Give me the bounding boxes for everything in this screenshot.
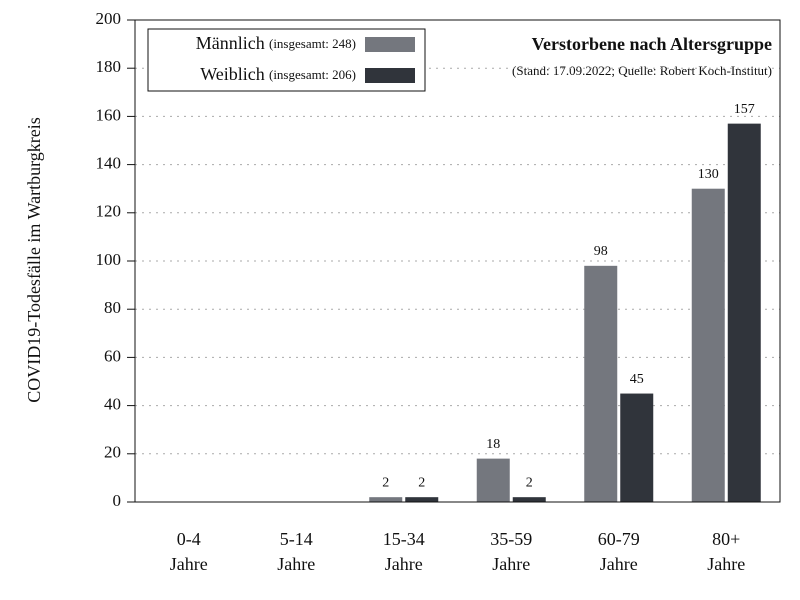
y-tick-label: 120 (96, 202, 122, 221)
legend-swatch (365, 68, 415, 83)
x-tick-label: Jahre (277, 554, 315, 574)
value-label: 2 (382, 475, 389, 490)
legend-swatch (365, 37, 415, 52)
legend-name: Weiblich (200, 64, 265, 84)
y-tick-label: 100 (96, 250, 122, 269)
y-tick-label: 200 (96, 9, 122, 28)
legend-total: (insgesamt: 206) (269, 67, 356, 82)
value-label: 2 (526, 475, 533, 490)
value-label: 18 (486, 437, 500, 452)
bar (476, 458, 510, 502)
bar (369, 497, 403, 502)
legend-name: Männlich (196, 33, 265, 53)
y-tick-label: 160 (96, 105, 122, 124)
legend-total: (insgesamt: 248) (269, 36, 356, 51)
bar (512, 497, 546, 502)
chart-subtitle: (Stand: 17.09.2022; Quelle: Robert Koch-… (512, 63, 772, 78)
legend-label: Weiblich (insgesamt: 206) (200, 64, 356, 84)
plot-frame (134, 19, 781, 503)
x-tick-label: 15-34 (383, 529, 425, 549)
bar (727, 123, 761, 502)
y-tick-label: 180 (96, 57, 122, 76)
legend-label: Männlich (insgesamt: 248) (196, 33, 356, 53)
bar (584, 265, 618, 502)
y-tick-label: 80 (104, 298, 121, 317)
y-tick-label: 0 (113, 491, 122, 510)
x-tick-label: Jahre (707, 554, 745, 574)
y-axis-label: COVID19-Todesfälle im Wartburgkreis (24, 117, 44, 403)
bar (620, 393, 654, 502)
x-tick-label: 5-14 (280, 529, 313, 549)
y-tick-label: 40 (104, 395, 121, 414)
x-tick-label: 35-59 (490, 529, 532, 549)
y-tick-label: 20 (104, 443, 121, 462)
value-label: 45 (630, 372, 644, 387)
x-tick-label: Jahre (492, 554, 530, 574)
value-label: 130 (698, 167, 719, 182)
bar (691, 188, 725, 502)
value-label: 98 (594, 244, 608, 259)
x-tick-label: Jahre (170, 554, 208, 574)
bar (405, 497, 439, 502)
x-tick-label: Jahre (385, 554, 423, 574)
x-tick-label: 60-79 (598, 529, 640, 549)
x-tick-label: Jahre (600, 554, 638, 574)
chart-title: Verstorbene nach Altersgruppe (532, 34, 772, 54)
value-label: 157 (734, 102, 755, 117)
x-tick-label: 0-4 (177, 529, 201, 549)
y-tick-label: 60 (104, 346, 121, 365)
y-tick-label: 140 (96, 154, 122, 173)
x-tick-label: 80+ (712, 529, 740, 549)
value-label: 2 (418, 475, 425, 490)
